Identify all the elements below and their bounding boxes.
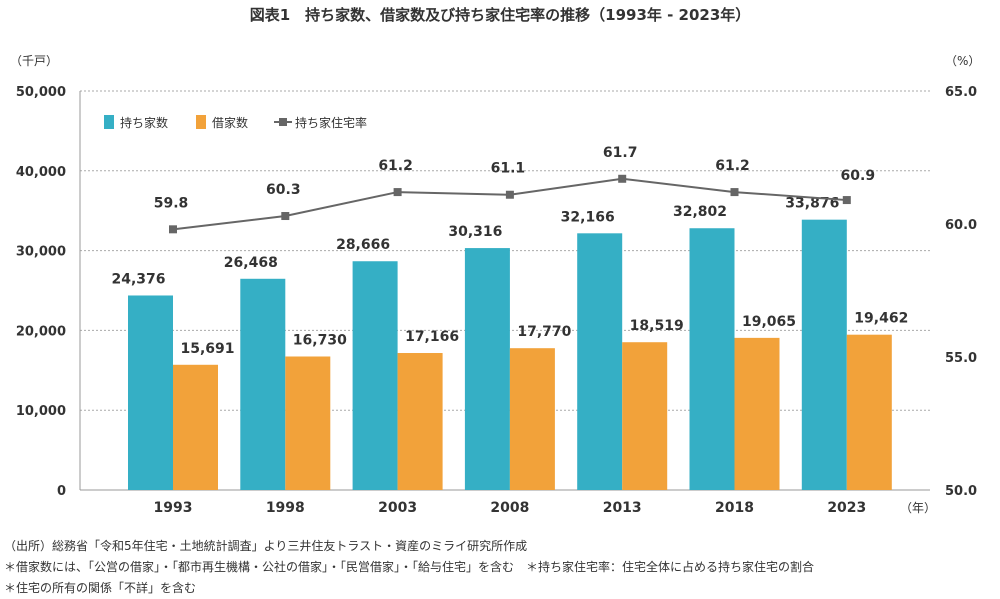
legend-label-owned: 持ち家数 — [120, 115, 168, 130]
x-tick-label: 1998 — [266, 500, 305, 516]
left-tick-label: 50,000 — [16, 85, 66, 100]
x-tick-label: 2013 — [603, 500, 642, 516]
right-tick-label: 65.0 — [945, 85, 977, 100]
right-tick-label: 60.0 — [945, 218, 977, 233]
legend-label-rented: 借家数 — [212, 115, 248, 130]
legend-marker-rate — [279, 118, 287, 126]
footnote-1: ＊借家数には、「公営の借家」・「都市再生機構・公社の借家」・「民営借家」・「給与… — [4, 560, 815, 574]
data-label-owned: 24,376 — [111, 271, 165, 287]
rate-marker — [505, 190, 514, 199]
source-note: （出所）総務省「令和5年住宅・土地統計調査」より三井住友トラスト・資産のミライ研… — [4, 539, 528, 553]
legend-swatch-owned — [104, 115, 114, 129]
data-label-rate: 61.7 — [603, 145, 638, 161]
bar-rented — [285, 356, 331, 490]
data-label-rate: 60.3 — [266, 182, 301, 198]
data-label-rate: 61.2 — [715, 158, 750, 174]
bar-owned — [577, 233, 623, 491]
bar-rented — [509, 348, 555, 490]
footnote-2: ＊住宅の所有の関係「不詳」を含む — [4, 581, 197, 595]
bar-rented — [734, 337, 780, 490]
rate-marker — [281, 212, 290, 221]
data-label-rented: 19,065 — [742, 314, 796, 330]
bar-owned — [352, 261, 398, 490]
bar-rented — [846, 334, 892, 490]
x-tick-label: 2008 — [490, 500, 529, 516]
data-label-rate: 59.8 — [154, 195, 189, 211]
x-tick-label: 2018 — [715, 500, 754, 516]
bar-owned — [240, 278, 286, 490]
left-tick-label: 40,000 — [16, 165, 66, 180]
bar-owned — [801, 219, 847, 490]
data-label-owned: 30,316 — [448, 224, 502, 240]
data-label-owned: 26,468 — [224, 255, 278, 271]
data-label-rate: 60.9 — [841, 168, 876, 184]
right-tick-label: 50.0 — [945, 484, 977, 499]
rate-marker — [393, 188, 402, 197]
x-axis-unit: （年） — [900, 501, 936, 515]
data-label-owned: 32,802 — [673, 204, 727, 220]
right-tick-label: 55.0 — [945, 351, 977, 366]
data-label-owned: 28,666 — [336, 237, 390, 253]
data-label-owned: 33,876 — [785, 196, 839, 212]
x-tick-label: 1993 — [154, 500, 193, 516]
left-axis-unit: （千戸） — [10, 54, 58, 68]
data-label-rented: 19,462 — [854, 311, 908, 327]
bar-owned — [689, 228, 735, 490]
left-tick-label: 10,000 — [16, 404, 66, 419]
chart-title: 図表1 持ち家数、借家数及び持ち家住宅率の推移（1993年 - 2023年） — [250, 6, 751, 24]
rate-marker — [730, 188, 739, 197]
legend: 持ち家数 借家数 持ち家住宅率 — [104, 115, 367, 130]
bar-rented — [397, 353, 443, 490]
bar-owned — [128, 295, 173, 490]
legend-swatch-rented — [196, 115, 206, 129]
data-label-rented: 17,166 — [405, 329, 459, 345]
bar-rented — [173, 364, 218, 490]
right-axis-unit: （%） — [945, 54, 980, 68]
left-tick-label: 30,000 — [16, 245, 66, 260]
data-label-rented: 16,730 — [293, 332, 347, 348]
left-tick-label: 0 — [57, 484, 66, 499]
rate-marker — [169, 225, 177, 234]
bar-owned — [464, 248, 510, 490]
x-tick-label: 2003 — [378, 500, 417, 516]
rate-marker — [618, 174, 627, 183]
x-tick-label: 2023 — [827, 500, 866, 516]
data-label-rate: 61.2 — [378, 158, 413, 174]
data-label-rented: 17,770 — [517, 324, 571, 340]
data-label-owned: 32,166 — [561, 209, 615, 225]
data-label-rented: 15,691 — [180, 341, 234, 357]
legend-label-rate: 持ち家住宅率 — [295, 115, 367, 130]
data-label-rented: 18,519 — [630, 318, 684, 334]
left-tick-label: 20,000 — [16, 324, 66, 339]
rate-marker — [842, 196, 851, 205]
bar-rented — [622, 342, 668, 490]
data-label-rate: 61.1 — [491, 161, 526, 177]
